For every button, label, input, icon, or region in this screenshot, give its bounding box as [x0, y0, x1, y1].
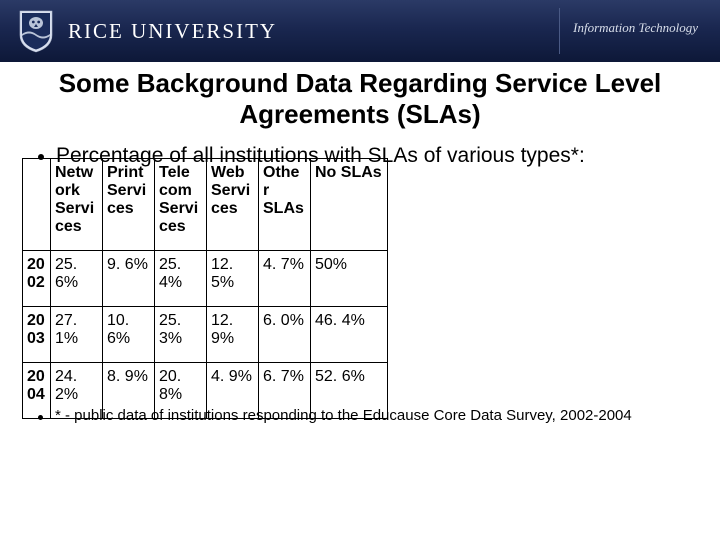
- cell-year: 20 03: [23, 306, 51, 362]
- cell-value: 25. 3%: [155, 306, 207, 362]
- sla-table-wrap: Netw ork Servi ces Print Servi ces Tele …: [22, 158, 698, 419]
- information-technology-label: Information Technology: [573, 20, 698, 36]
- bullet-dot-icon: [38, 415, 43, 420]
- university-name: RICE UNIVERSITY: [68, 19, 277, 44]
- shield-icon: [18, 9, 54, 53]
- cell-value: 25. 6%: [51, 250, 103, 306]
- cell-value: 6. 0%: [259, 306, 311, 362]
- slide-content: Some Background Data Regarding Service L…: [0, 62, 720, 540]
- col-web: Web Servi ces: [207, 158, 259, 250]
- cell-value: 25. 4%: [155, 250, 207, 306]
- cell-value: 50%: [311, 250, 388, 306]
- university-logo-block: RICE UNIVERSITY: [18, 9, 277, 53]
- sla-table: Netw ork Servi ces Print Servi ces Tele …: [22, 158, 388, 419]
- cell-value: 4. 7%: [259, 250, 311, 306]
- col-print: Print Servi ces: [103, 158, 155, 250]
- col-network: Netw ork Servi ces: [51, 158, 103, 250]
- cell-value: 12. 5%: [207, 250, 259, 306]
- cell-value: 46. 4%: [311, 306, 388, 362]
- header-bar: RICE UNIVERSITY Information Technology: [0, 0, 720, 62]
- table-header-row: Netw ork Servi ces Print Servi ces Tele …: [23, 158, 388, 250]
- footnote-text: * - public data of institutions respondi…: [55, 407, 632, 425]
- slide-title: Some Background Data Regarding Service L…: [22, 68, 698, 129]
- col-year-blank: [23, 158, 51, 250]
- cell-value: 12. 9%: [207, 306, 259, 362]
- cell-value: 9. 6%: [103, 250, 155, 306]
- cell-value: 10. 6%: [103, 306, 155, 362]
- footnote-line: * - public data of institutions respondi…: [38, 407, 698, 425]
- cell-value: 27. 1%: [51, 306, 103, 362]
- header-divider: [559, 8, 560, 54]
- col-telecom: Tele com Servi ces: [155, 158, 207, 250]
- table-row: 20 03 27. 1% 10. 6% 25. 3% 12. 9% 6. 0% …: [23, 306, 388, 362]
- cell-year: 20 02: [23, 250, 51, 306]
- col-other: Othe r SLAs: [259, 158, 311, 250]
- table-row: 20 02 25. 6% 9. 6% 25. 4% 12. 5% 4. 7% 5…: [23, 250, 388, 306]
- col-no-slas: No SLAs: [311, 158, 388, 250]
